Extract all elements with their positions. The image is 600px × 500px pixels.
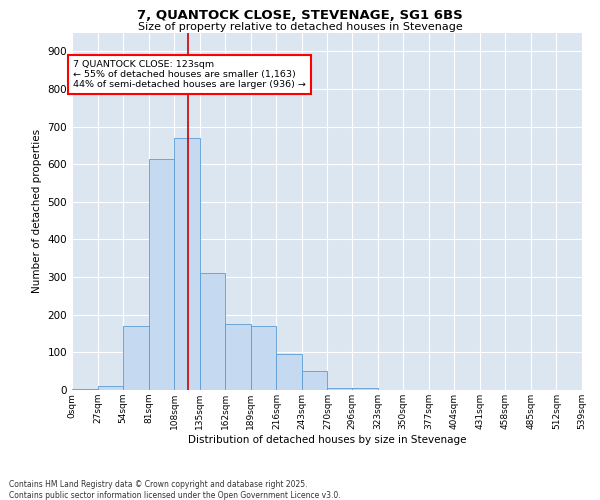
Bar: [174, 138, 200, 390]
Bar: [200, 274, 225, 390]
Text: Contains HM Land Registry data © Crown copyright and database right 2025.
Contai: Contains HM Land Registry data © Crown c…: [9, 480, 341, 500]
Bar: [251, 326, 277, 390]
Bar: [352, 388, 377, 390]
Bar: [328, 388, 353, 390]
Bar: [225, 324, 251, 390]
Y-axis label: Number of detached properties: Number of detached properties: [32, 129, 42, 294]
Text: 7, QUANTOCK CLOSE, STEVENAGE, SG1 6BS: 7, QUANTOCK CLOSE, STEVENAGE, SG1 6BS: [137, 9, 463, 22]
Bar: [98, 386, 123, 390]
Text: Size of property relative to detached houses in Stevenage: Size of property relative to detached ho…: [137, 22, 463, 32]
Bar: [72, 389, 98, 390]
Bar: [302, 371, 328, 390]
Bar: [277, 354, 302, 390]
Bar: [149, 158, 174, 390]
X-axis label: Distribution of detached houses by size in Stevenage: Distribution of detached houses by size …: [188, 434, 466, 444]
Text: 7 QUANTOCK CLOSE: 123sqm
← 55% of detached houses are smaller (1,163)
44% of sem: 7 QUANTOCK CLOSE: 123sqm ← 55% of detach…: [73, 60, 306, 90]
Bar: [123, 326, 149, 390]
